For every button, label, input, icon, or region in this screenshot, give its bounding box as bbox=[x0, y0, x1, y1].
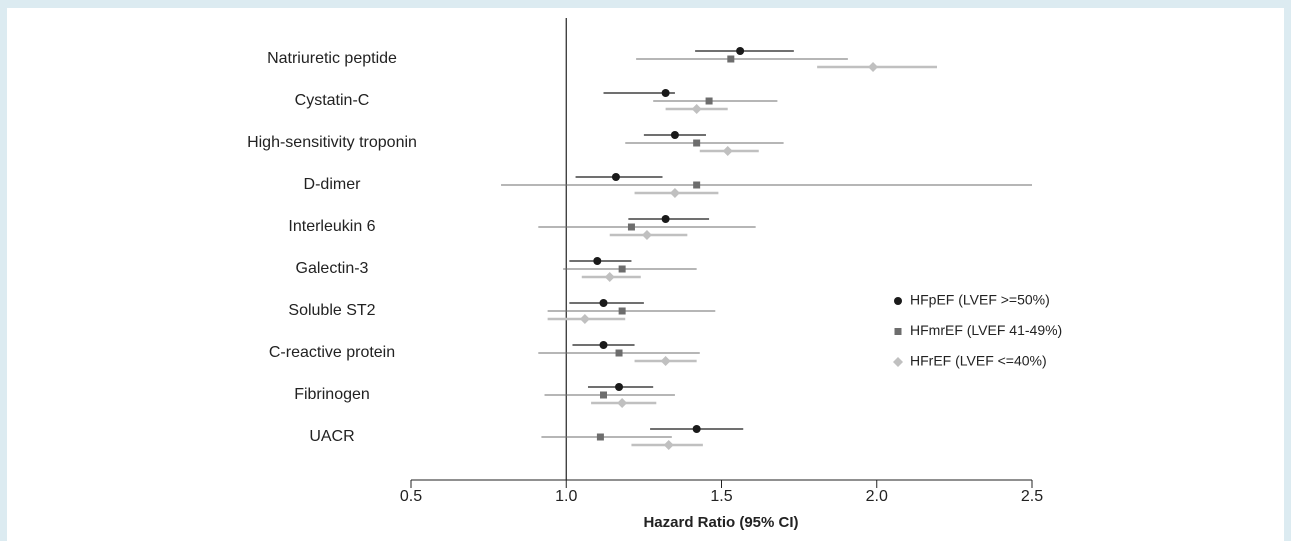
point bbox=[579, 314, 590, 324]
point bbox=[618, 265, 626, 273]
point bbox=[663, 440, 674, 450]
category-label: D-dimer bbox=[304, 176, 362, 193]
point bbox=[669, 188, 680, 198]
point bbox=[627, 223, 635, 231]
legend-label: HFpEF (LVEF >=50%) bbox=[910, 292, 1050, 308]
category-label: UACR bbox=[309, 428, 354, 445]
point bbox=[596, 433, 604, 441]
x-tick-label: 2.0 bbox=[866, 488, 888, 505]
point bbox=[868, 62, 879, 72]
point bbox=[615, 349, 623, 357]
point bbox=[599, 299, 608, 307]
legend-label: HFrEF (LVEF <=40%) bbox=[910, 353, 1047, 369]
point bbox=[600, 391, 608, 399]
point bbox=[705, 97, 713, 105]
point bbox=[641, 230, 652, 240]
legend-label: HFmrEF (LVEF 41-49%) bbox=[910, 322, 1062, 338]
point bbox=[691, 104, 702, 114]
x-axis-title: Hazard Ratio (95% CI) bbox=[643, 514, 798, 531]
point bbox=[722, 146, 733, 156]
point bbox=[693, 139, 701, 147]
x-tick-label: 1.0 bbox=[555, 488, 577, 505]
category-label: Cystatin-C bbox=[295, 92, 370, 109]
point bbox=[693, 181, 701, 189]
category-label: Interleukin 6 bbox=[288, 218, 375, 235]
category-label: Galectin-3 bbox=[296, 260, 369, 277]
point bbox=[660, 356, 671, 366]
point bbox=[611, 173, 620, 181]
point bbox=[727, 55, 735, 63]
x-tick-label: 1.5 bbox=[710, 488, 732, 505]
category-label: Natriuretic peptide bbox=[267, 50, 397, 67]
category-label: High-sensitivity troponin bbox=[247, 134, 417, 151]
x-tick-label: 0.5 bbox=[400, 488, 422, 505]
point bbox=[599, 341, 608, 349]
point bbox=[670, 131, 679, 139]
point bbox=[615, 383, 624, 391]
x-tick-label: 2.5 bbox=[1021, 488, 1043, 505]
category-label: Soluble ST2 bbox=[288, 302, 375, 319]
point bbox=[661, 89, 670, 97]
point bbox=[894, 328, 902, 335]
point bbox=[593, 257, 602, 265]
point bbox=[617, 398, 628, 408]
point bbox=[604, 272, 615, 282]
point bbox=[618, 307, 626, 315]
point bbox=[661, 215, 670, 223]
panel bbox=[7, 8, 1284, 541]
point bbox=[894, 297, 902, 305]
category-label: C-reactive protein bbox=[269, 344, 395, 361]
category-label: Fibrinogen bbox=[294, 386, 370, 403]
point bbox=[893, 357, 903, 367]
point bbox=[736, 47, 745, 55]
point bbox=[692, 425, 701, 433]
